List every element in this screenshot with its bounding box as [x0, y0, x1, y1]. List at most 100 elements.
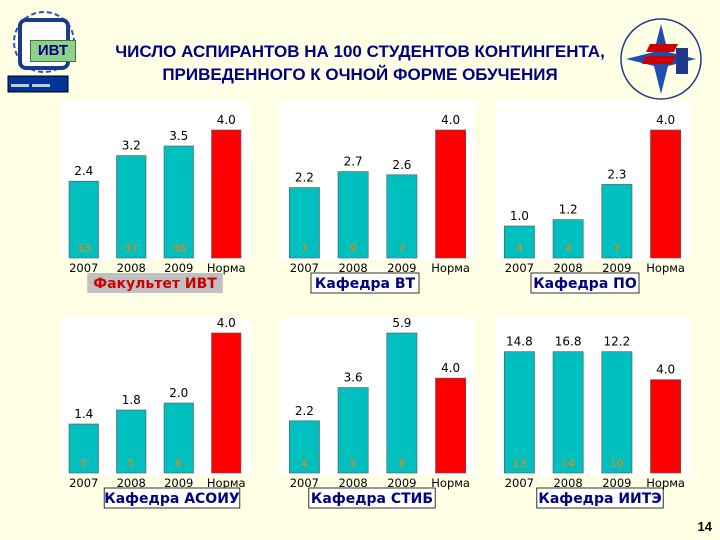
- data-label: 5.9: [392, 316, 411, 330]
- tick-label: Норма: [646, 476, 685, 490]
- data-label: 4.0: [441, 113, 460, 127]
- bar: [650, 129, 682, 259]
- data-label: 4.0: [217, 113, 236, 127]
- data-label: 14.8: [506, 335, 533, 349]
- chart-caption: Кафедра ИИТЭ: [538, 491, 661, 507]
- bar: [288, 420, 320, 474]
- data-label: 2.2: [295, 404, 314, 418]
- data-label: 1.8: [122, 393, 141, 407]
- bar-count-label: 38: [172, 242, 186, 255]
- tick-label: 2009: [164, 476, 193, 490]
- bar: [211, 332, 242, 474]
- bar-count-label: 7: [301, 242, 308, 255]
- data-label: 1.4: [74, 407, 93, 421]
- bar: [68, 423, 99, 474]
- tick-label: 2008: [117, 476, 146, 490]
- bar-count-label: 10: [610, 457, 624, 470]
- data-label: 4.0: [656, 113, 675, 127]
- tick-label: 2008: [117, 261, 146, 275]
- data-label: 2.2: [295, 171, 314, 185]
- data-label: 4.0: [217, 316, 236, 330]
- data-label: 2.6: [392, 158, 411, 172]
- chart-caption-box: [308, 487, 436, 509]
- bar: [552, 351, 584, 474]
- data-label: 2.7: [344, 155, 363, 169]
- tick-label: 2008: [553, 261, 582, 275]
- chart-caption-box: [87, 273, 223, 293]
- data-label: 2.4: [74, 164, 93, 178]
- tick-label: 2009: [164, 261, 193, 275]
- bar-count-label: 7: [613, 242, 620, 255]
- tick-label: 2009: [602, 261, 631, 275]
- data-label: 3.5: [169, 129, 188, 143]
- tick-label: 2007: [505, 476, 534, 490]
- bar-count-label: 4: [516, 242, 523, 255]
- bar: [337, 387, 369, 474]
- bar: [288, 187, 320, 259]
- bar: [503, 225, 535, 259]
- tick-label: 2007: [290, 476, 319, 490]
- page-title-line-2: ПРИВЕДЕННОГО К ОЧНОЙ ФОРМЕ ОБУЧЕНИЯ: [162, 65, 558, 84]
- tick-label: Норма: [646, 261, 685, 275]
- bar-count-label: 8: [398, 457, 405, 470]
- page-title-line-1: ЧИСЛО АСПИРАНТОВ НА 100 СТУДЕНТОВ КОНТИН…: [115, 42, 605, 61]
- data-label: 4.0: [656, 363, 675, 377]
- tick-label: 2009: [387, 476, 416, 490]
- tick-label: 2007: [69, 476, 98, 490]
- bar: [386, 174, 418, 259]
- bar: [650, 379, 682, 474]
- bar: [337, 171, 369, 259]
- tick-label: 2007: [69, 261, 98, 275]
- bar-count-label: 9: [350, 242, 357, 255]
- bar-count-label: 4: [301, 457, 308, 470]
- chart-caption: Кафедра ВТ: [315, 276, 416, 292]
- tick-label: 2009: [387, 261, 416, 275]
- bar-count-label: 33: [77, 242, 91, 255]
- page-number: 14: [697, 519, 712, 534]
- tick-label: Норма: [431, 261, 470, 275]
- bar: [68, 180, 99, 259]
- chart-caption-box: [310, 272, 420, 294]
- chart-caption-box: [536, 487, 664, 509]
- chart-caption: Кафедра АСОИУ: [104, 491, 240, 507]
- chart-caption-box: [530, 272, 640, 294]
- data-label: 12.2: [604, 335, 631, 349]
- bar: [601, 351, 633, 474]
- tick-label: Норма: [207, 476, 246, 490]
- bar-count-label: 4: [565, 242, 572, 255]
- university-emblem-icon: [620, 18, 702, 100]
- bar: [552, 219, 584, 259]
- ivt-badge: ИВТ: [30, 40, 76, 62]
- data-label: 1.2: [559, 203, 578, 217]
- bar-count-label: 5: [80, 457, 87, 470]
- tick-label: 2007: [290, 261, 319, 275]
- bar-count-label: 14: [561, 457, 575, 470]
- data-label: 16.8: [555, 335, 582, 349]
- tick-label: 2008: [338, 476, 367, 490]
- bar-count-label: 7: [398, 242, 405, 255]
- data-label: 2.0: [169, 386, 188, 400]
- tick-label: 2008: [553, 476, 582, 490]
- bar: [435, 129, 467, 259]
- data-label: 3.6: [344, 371, 363, 385]
- bar: [211, 129, 242, 259]
- data-label: 1.0: [510, 209, 529, 223]
- bar-count-label: 37: [124, 242, 138, 255]
- data-label: 4.0: [441, 361, 460, 375]
- bar-count-label: 6: [175, 457, 182, 470]
- bar: [163, 402, 194, 474]
- bar-count-label: 5: [128, 457, 135, 470]
- bar-count-label: 5: [350, 457, 357, 470]
- tick-label: Норма: [207, 261, 246, 275]
- page-title: ЧИСЛО АСПИРАНТОВ НА 100 СТУДЕНТОВ КОНТИН…: [70, 40, 650, 86]
- chart-caption: Кафедра СТИБ: [311, 491, 433, 507]
- tick-label: 2007: [505, 261, 534, 275]
- tick-label: 2009: [602, 476, 631, 490]
- chart-caption: Факультет ИВТ: [93, 276, 217, 292]
- data-label: 2.3: [607, 167, 626, 181]
- chart-caption: Кафедра ПО: [533, 276, 637, 292]
- tick-label: Норма: [431, 476, 470, 490]
- bar-count-label: 13: [512, 457, 526, 470]
